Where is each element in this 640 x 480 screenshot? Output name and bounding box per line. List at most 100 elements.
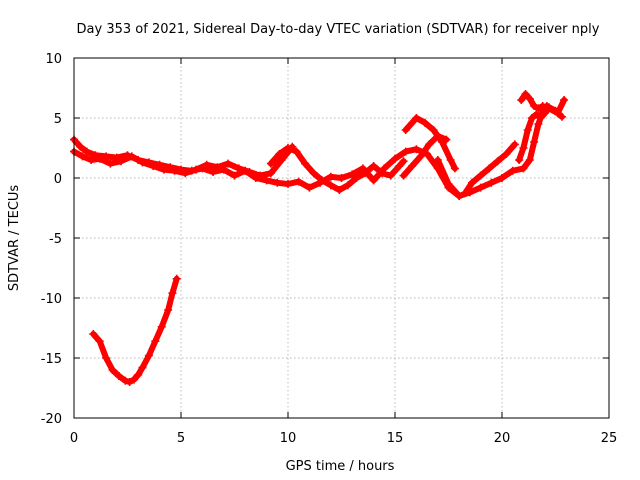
series-band (71, 143, 296, 179)
data-point (352, 174, 361, 182)
data-point (444, 180, 453, 188)
data-point (521, 90, 530, 98)
data-point (234, 164, 243, 173)
data-point (476, 171, 485, 180)
data-point (343, 181, 352, 190)
y-tick-label: 5 (54, 112, 62, 127)
data-point (508, 166, 517, 175)
series-track-i (515, 103, 566, 164)
data-point (309, 169, 318, 178)
data-point (378, 169, 387, 178)
x-tick-label: 20 (494, 431, 511, 446)
data-point (292, 147, 301, 156)
data-point (530, 102, 539, 110)
data-point (294, 177, 303, 186)
data-point (106, 159, 115, 168)
data-point (138, 363, 147, 372)
chart-title: Day 353 of 2021, Sidereal Day-to-day VTE… (77, 22, 600, 37)
data-point (95, 154, 104, 163)
data-point (527, 114, 536, 122)
data-point (502, 150, 511, 158)
x-tick-label: 5 (177, 431, 185, 446)
series-band (90, 275, 180, 385)
data-point (262, 176, 271, 185)
y-axis-label: SDTVAR / TECUs (7, 185, 22, 292)
data-point (540, 109, 549, 118)
x-tick-labels: 0 5 10 15 20 25 (70, 431, 617, 446)
data-point (213, 163, 222, 172)
data-point (87, 156, 96, 164)
data-point (125, 378, 134, 386)
data-point (168, 289, 177, 298)
data-point (498, 174, 506, 182)
data-point (487, 178, 496, 187)
data-point (335, 186, 344, 194)
data-point (170, 166, 179, 175)
data-point (468, 178, 477, 187)
data-point (157, 322, 166, 331)
data-point (519, 164, 528, 173)
data-point (284, 180, 292, 188)
series-track-d (401, 114, 459, 173)
series-track-b (70, 142, 297, 180)
data-point (337, 174, 346, 182)
data-point (534, 104, 543, 113)
data-point (127, 152, 136, 161)
series-band (516, 104, 565, 163)
data-point (273, 178, 282, 187)
data-point (369, 162, 378, 170)
series-track-a (70, 135, 464, 200)
y-tick-label: -10 (41, 292, 62, 307)
x-tick-label: 15 (387, 431, 404, 446)
data-point (95, 337, 104, 346)
data-point (391, 154, 399, 163)
data-point (117, 157, 126, 166)
data-point (114, 372, 123, 380)
data-point (121, 376, 130, 385)
data-point (318, 176, 327, 185)
data-point (108, 366, 117, 374)
y-tick-label: -15 (41, 352, 62, 367)
data-point (534, 120, 543, 128)
data-point (172, 274, 181, 283)
data-point (284, 144, 292, 152)
data-point (530, 138, 539, 146)
data-point (450, 164, 459, 173)
data-point (519, 144, 528, 152)
grid (74, 58, 609, 418)
data-point (326, 181, 335, 190)
y-tick-label: -20 (41, 412, 62, 427)
data-point (433, 132, 442, 140)
x-tick-label: 0 (70, 431, 78, 446)
x-axis-label: GPS time / hours (286, 459, 395, 474)
data-point (399, 171, 408, 180)
data-point (151, 337, 160, 346)
data-point (181, 169, 190, 178)
data-point (202, 160, 211, 169)
data-point (412, 114, 421, 122)
data-point (455, 192, 464, 200)
series-track-g (461, 140, 519, 197)
data-layer (70, 90, 569, 386)
data-point (461, 188, 470, 197)
data-point (412, 145, 421, 154)
data-point (76, 142, 85, 151)
data-point (401, 147, 410, 156)
data-point (493, 157, 502, 166)
data-point (395, 162, 404, 170)
data-point (536, 114, 545, 122)
data-point (82, 147, 91, 156)
data-point (134, 370, 143, 379)
x-tick-label: 25 (601, 431, 618, 446)
data-point (191, 165, 200, 174)
data-point (245, 168, 254, 176)
y-tick-label: 10 (45, 52, 62, 67)
data-point (420, 118, 429, 127)
data-point (326, 172, 335, 181)
data-point (433, 156, 442, 164)
data-point (545, 103, 554, 112)
data-point (102, 354, 111, 362)
data-point (401, 126, 410, 134)
data-point (209, 168, 218, 176)
data-point (369, 176, 378, 185)
